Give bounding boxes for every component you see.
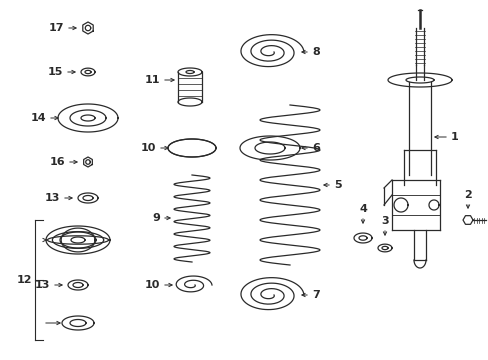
- Text: 15: 15: [47, 67, 63, 77]
- Text: 2: 2: [463, 190, 471, 200]
- Text: 11: 11: [144, 75, 160, 85]
- Text: 9: 9: [152, 213, 160, 223]
- Text: 8: 8: [311, 47, 319, 57]
- Text: 14: 14: [30, 113, 46, 123]
- Text: 17: 17: [48, 23, 64, 33]
- Text: 16: 16: [49, 157, 65, 167]
- Text: 10: 10: [144, 280, 160, 290]
- Text: 7: 7: [311, 290, 319, 300]
- Text: 10: 10: [141, 143, 156, 153]
- Text: 13: 13: [35, 280, 50, 290]
- Text: 3: 3: [381, 216, 388, 226]
- Text: 6: 6: [311, 143, 319, 153]
- Text: 13: 13: [44, 193, 60, 203]
- Text: 4: 4: [358, 204, 366, 214]
- Text: 5: 5: [333, 180, 341, 190]
- Text: 1: 1: [450, 132, 458, 142]
- Text: 12: 12: [17, 275, 32, 285]
